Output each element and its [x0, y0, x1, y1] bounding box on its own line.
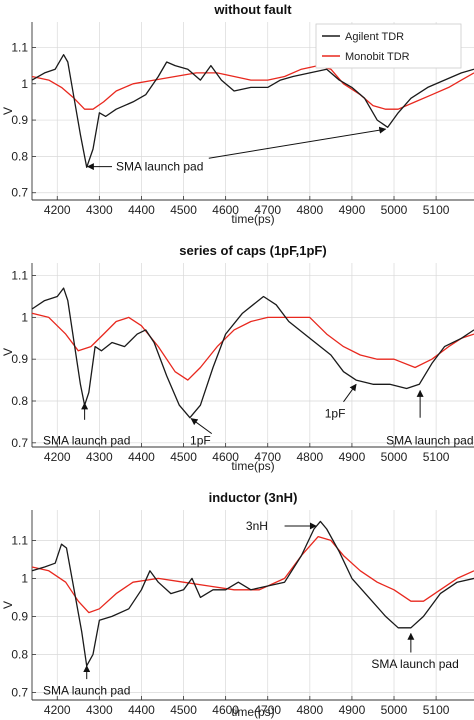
- plot-background: [32, 263, 474, 447]
- y-tick-label: 0.7: [11, 685, 28, 699]
- x-tick-label: 4900: [339, 703, 366, 717]
- x-tick-label: 4700: [254, 703, 281, 717]
- plot-area: 4200 4300 4400 4500 4600 4700 4800 4900 5000 5100…: [11, 510, 474, 717]
- y-axis-label: V: [1, 107, 15, 115]
- x-tick-label: 4800: [296, 450, 323, 464]
- x-tick-label: 4800: [296, 203, 323, 217]
- series-line-monobit: [31, 64, 474, 110]
- y-tick-label: 0.7: [11, 186, 28, 200]
- series-line-monobit: [31, 312, 474, 381]
- x-tick-label: 4300: [86, 703, 113, 717]
- y-tick-label: 0.9: [11, 352, 28, 366]
- annotation-arrow: [208, 126, 387, 159]
- y-tick-label: 0.8: [11, 394, 28, 408]
- legend: Agilent TDR Monobit TDR: [315, 23, 462, 69]
- plot-background: [32, 510, 474, 700]
- y-tick-label: 0.9: [11, 609, 28, 623]
- x-axis-label: time(ps): [231, 459, 274, 473]
- y-tick-label: 0.8: [11, 149, 28, 163]
- x-tick-label: 4500: [170, 203, 197, 217]
- x-tick-label: 4800: [296, 703, 323, 717]
- series-line-monobit: [31, 535, 474, 614]
- x-axis-label: time(ps): [231, 705, 274, 719]
- x-tick-label: 4900: [339, 203, 366, 217]
- x-tick-label: 4300: [86, 450, 113, 464]
- panel-title: inductor (3nH): [209, 490, 298, 505]
- y-tick-label: 1: [21, 77, 28, 91]
- x-tick-label: 5000: [381, 703, 408, 717]
- legend-entry-monobit: Monobit TDR: [345, 51, 410, 63]
- x-tick-label: 4500: [170, 703, 197, 717]
- x-tick-label: 5000: [381, 203, 408, 217]
- x-tick-label: 4700: [254, 450, 281, 464]
- x-tick-label: 4700: [254, 203, 281, 217]
- annotation-label: SMA launch pad: [116, 160, 203, 174]
- series-line-agilent: [31, 520, 474, 667]
- x-tick-label: 5100: [423, 203, 450, 217]
- panel-title: series of caps (1pF,1pF): [179, 243, 326, 258]
- annotation-label: 3nH: [246, 519, 268, 533]
- annotation-label: SMA launch pad: [43, 434, 130, 448]
- annotation-label: SMA launch pad: [43, 684, 130, 698]
- y-tick-label: 1: [21, 310, 28, 324]
- panel-inductor: 4200 4300 4400 4500 4600 4700 4800 4900 5000 5100…: [1, 490, 474, 719]
- legend-box: [315, 23, 462, 69]
- x-tick-label: 4400: [128, 450, 155, 464]
- annotation-label: 1pF: [325, 407, 346, 421]
- y-tick-label: 0.7: [11, 436, 28, 450]
- y-tick-label: 0.8: [11, 647, 28, 661]
- y-tick-label: 0.9: [11, 113, 28, 127]
- x-tick-label: 4400: [128, 203, 155, 217]
- panel-title: without fault: [213, 2, 292, 17]
- x-tick-label: 4200: [44, 450, 71, 464]
- annotation-arrow: [343, 383, 357, 403]
- x-tick-label: 5100: [423, 450, 450, 464]
- panel-series-of-caps: 4200 4300 4400 4500 4600 4700 4800 4900 5000 5100…: [1, 243, 474, 473]
- x-tick-label: 4400: [128, 703, 155, 717]
- panel-without-fault: 4200 4300 4400 4500 4600 4700 4800 4900 5000 5100…: [1, 2, 474, 226]
- y-axis-label: V: [1, 601, 15, 609]
- x-tick-label: 5000: [381, 450, 408, 464]
- annotation-label: SMA launch pad: [386, 434, 473, 448]
- x-tick-label: 4500: [170, 450, 197, 464]
- y-tick-label: 1.1: [11, 269, 28, 283]
- x-tick-label: 4600: [212, 703, 239, 717]
- x-tick-label: 4200: [44, 203, 71, 217]
- plot-area: 4200 4300 4400 4500 4600 4700 4800 4900 5000 5100…: [11, 263, 474, 464]
- x-tick-label: 4900: [339, 450, 366, 464]
- annotation-arrow: [190, 418, 213, 435]
- x-tick-label: 4600: [212, 450, 239, 464]
- y-tick-label: 1: [21, 571, 28, 585]
- y-axis-label: V: [1, 348, 15, 356]
- y-tick-label: 1.1: [11, 40, 28, 54]
- annotation-label: SMA launch pad: [371, 657, 458, 671]
- x-tick-label: 5100: [423, 703, 450, 717]
- annotation-label: 1pF: [190, 434, 211, 448]
- legend-entry-agilent: Agilent TDR: [345, 31, 404, 43]
- y-tick-label: 1.1: [11, 533, 28, 547]
- series-line-agilent: [31, 287, 474, 419]
- series-line-agilent: [31, 54, 474, 168]
- x-tick-label: 4600: [212, 203, 239, 217]
- x-tick-label: 4200: [44, 703, 71, 717]
- x-tick-label: 4300: [86, 203, 113, 217]
- x-axis-label: time(ps): [231, 212, 274, 226]
